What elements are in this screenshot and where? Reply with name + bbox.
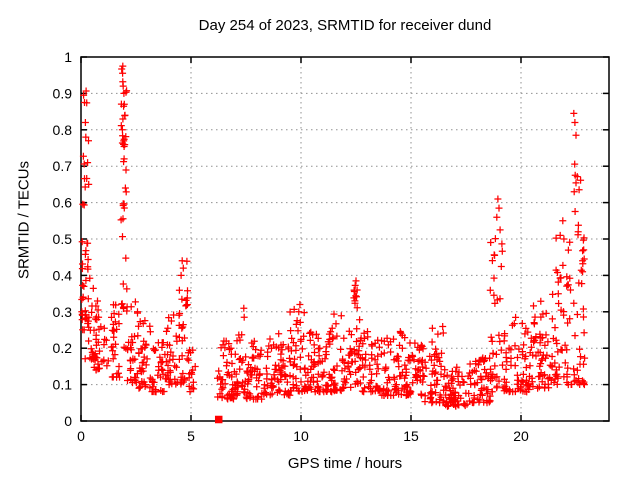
y-tick-label: 1	[64, 49, 72, 65]
y-tick-label: 0.8	[53, 122, 73, 138]
x-axis-label: GPS time / hours	[287, 455, 403, 472]
y-tick-label: 0.1	[53, 377, 73, 393]
x-tick-label: 5	[187, 428, 195, 444]
x-tick-label: 0	[77, 428, 85, 444]
x-tick-label: 10	[293, 428, 309, 444]
y-tick-label: 0.7	[53, 158, 73, 174]
data-points	[78, 62, 589, 410]
x-tick-label: 15	[403, 428, 419, 444]
y-tick-label: 0.9	[53, 85, 73, 101]
chart-title: Day 254 of 2023, SRMTID for receiver dun…	[198, 17, 492, 34]
gap-marker	[214, 415, 223, 424]
y-tick-label: 0.6	[53, 195, 73, 211]
y-tick-label: 0.4	[53, 267, 73, 283]
y-tick-label: 0.3	[53, 304, 73, 320]
y-tick-label: 0.5	[53, 231, 73, 247]
y-tick-label: 0.2	[53, 340, 73, 356]
y-tick-label: 0	[64, 413, 72, 429]
x-tick-label: 20	[513, 428, 529, 444]
